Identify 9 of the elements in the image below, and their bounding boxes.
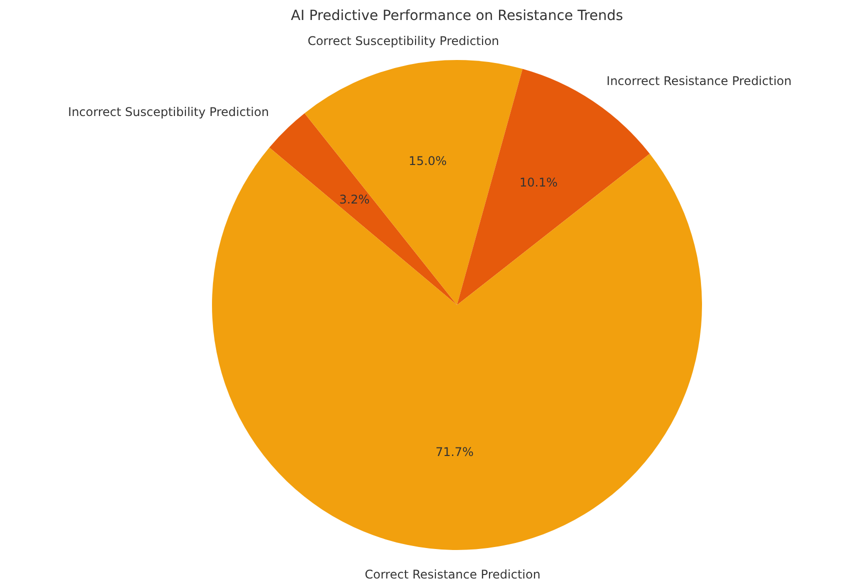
data-label: 71.7% (436, 444, 474, 459)
data-label: 3.2% (339, 192, 370, 207)
slice-label: Correct Resistance Prediction (364, 567, 540, 582)
data-label: 15.0% (408, 154, 447, 168)
chart-title: AI Predictive Performance on Resistance Trends (290, 8, 624, 24)
data-label: 10.1% (520, 176, 558, 190)
slice-label: Correct Susceptibility Prediction (308, 34, 500, 48)
slice-label: Incorrect Resistance Prediction (606, 74, 792, 88)
slice-label: Incorrect Susceptibility Prediction (68, 104, 269, 119)
